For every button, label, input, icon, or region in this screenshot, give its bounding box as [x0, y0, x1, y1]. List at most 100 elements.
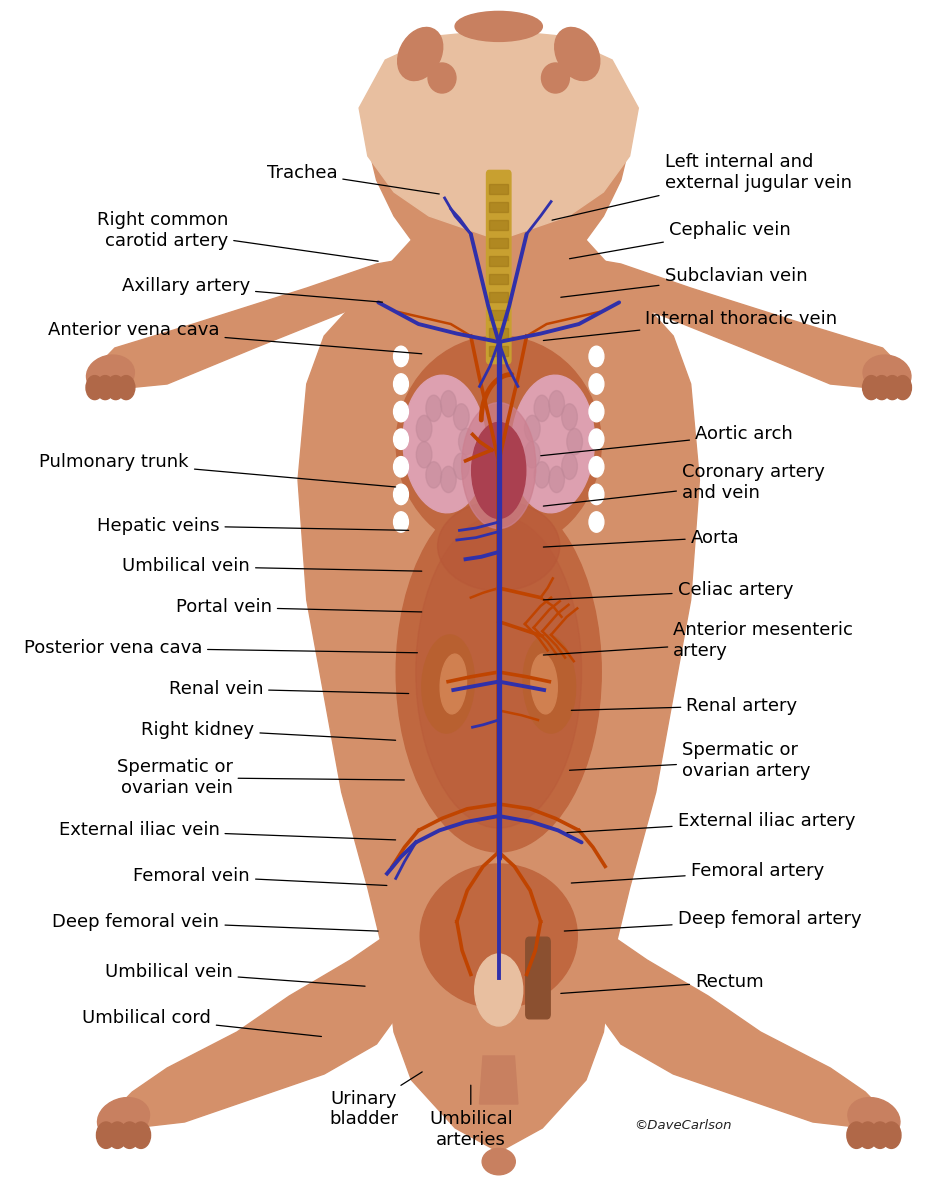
Polygon shape [115, 936, 411, 1128]
Text: Cephalic vein: Cephalic vein [569, 221, 791, 259]
Circle shape [589, 511, 604, 533]
Text: Spermatic or
ovarian vein: Spermatic or ovarian vein [117, 758, 404, 797]
Circle shape [589, 401, 604, 422]
Circle shape [96, 1122, 116, 1148]
Circle shape [394, 511, 409, 533]
Circle shape [870, 1122, 889, 1148]
Text: External iliac vein: External iliac vein [59, 821, 396, 840]
Ellipse shape [549, 467, 565, 493]
Circle shape [394, 484, 409, 505]
Text: Internal thoracic vein: Internal thoracic vein [543, 310, 838, 341]
Text: Deep femoral vein: Deep femoral vein [52, 912, 378, 931]
Ellipse shape [416, 442, 432, 468]
Text: Celiac artery: Celiac artery [543, 581, 793, 600]
Circle shape [884, 376, 901, 400]
Ellipse shape [475, 954, 523, 1026]
Circle shape [118, 376, 135, 400]
Ellipse shape [523, 635, 576, 733]
Circle shape [132, 1122, 151, 1148]
Circle shape [107, 376, 124, 400]
Text: Anterior mesenteric
artery: Anterior mesenteric artery [543, 622, 853, 660]
Text: External iliac artery: External iliac artery [567, 811, 856, 833]
Ellipse shape [531, 654, 557, 714]
Polygon shape [480, 1056, 518, 1104]
Circle shape [894, 376, 912, 400]
Ellipse shape [534, 462, 550, 488]
Polygon shape [97, 258, 411, 390]
Ellipse shape [420, 864, 577, 1008]
Bar [489, 292, 509, 302]
Ellipse shape [848, 1098, 899, 1139]
Ellipse shape [425, 462, 441, 488]
Bar [489, 274, 509, 284]
Polygon shape [586, 258, 900, 390]
Ellipse shape [471, 422, 525, 518]
Circle shape [120, 1122, 139, 1148]
Polygon shape [586, 936, 883, 1128]
Ellipse shape [440, 654, 467, 714]
Ellipse shape [425, 395, 441, 421]
Circle shape [394, 428, 409, 450]
Text: Urinary
bladder: Urinary bladder [329, 1072, 423, 1128]
Ellipse shape [541, 62, 569, 92]
Circle shape [108, 1122, 127, 1148]
Ellipse shape [511, 376, 595, 512]
Bar [489, 238, 509, 248]
Ellipse shape [482, 1148, 515, 1175]
Circle shape [589, 346, 604, 366]
Ellipse shape [455, 12, 542, 41]
Ellipse shape [562, 403, 578, 430]
Ellipse shape [438, 502, 560, 590]
Text: Hepatic veins: Hepatic veins [97, 516, 409, 534]
Ellipse shape [397, 28, 443, 80]
Circle shape [589, 373, 604, 394]
Ellipse shape [534, 395, 550, 421]
Ellipse shape [416, 516, 582, 828]
Ellipse shape [458, 428, 474, 455]
Ellipse shape [416, 415, 432, 442]
Ellipse shape [549, 390, 565, 416]
Circle shape [873, 376, 890, 400]
Bar [489, 346, 509, 356]
Ellipse shape [462, 403, 536, 528]
Circle shape [394, 346, 409, 366]
Ellipse shape [567, 428, 583, 455]
Text: Trachea: Trachea [266, 163, 439, 194]
Text: ©DaveCarlson: ©DaveCarlson [634, 1120, 731, 1132]
Ellipse shape [525, 442, 540, 468]
Ellipse shape [403, 376, 486, 512]
Circle shape [589, 484, 604, 505]
Text: Right common
carotid artery: Right common carotid artery [97, 211, 378, 262]
Text: Coronary artery
and vein: Coronary artery and vein [543, 463, 825, 506]
Text: Renal artery: Renal artery [571, 696, 798, 714]
Ellipse shape [428, 62, 456, 92]
Text: Axillary artery: Axillary artery [122, 276, 382, 302]
Ellipse shape [525, 415, 540, 442]
Circle shape [847, 1122, 866, 1148]
Circle shape [86, 376, 104, 400]
Text: Pulmonary trunk: Pulmonary trunk [39, 452, 396, 487]
Bar [489, 256, 509, 266]
Text: Left internal and
external jugular vein: Left internal and external jugular vein [552, 154, 852, 220]
Ellipse shape [87, 355, 135, 394]
Circle shape [882, 1122, 901, 1148]
Polygon shape [359, 30, 639, 240]
FancyBboxPatch shape [525, 937, 550, 1019]
Text: Deep femoral artery: Deep femoral artery [565, 910, 861, 931]
Polygon shape [298, 36, 699, 1152]
Ellipse shape [422, 635, 474, 733]
Bar [489, 220, 509, 230]
Ellipse shape [554, 28, 599, 80]
Ellipse shape [453, 454, 469, 480]
Bar [489, 184, 509, 194]
FancyBboxPatch shape [486, 170, 511, 364]
Ellipse shape [396, 492, 601, 852]
Circle shape [96, 376, 114, 400]
Text: Rectum: Rectum [561, 972, 764, 994]
Ellipse shape [562, 454, 578, 480]
Ellipse shape [396, 336, 601, 552]
Bar [489, 328, 509, 338]
Bar [489, 202, 509, 212]
Circle shape [589, 456, 604, 478]
Text: Umbilical cord: Umbilical cord [82, 1008, 322, 1037]
